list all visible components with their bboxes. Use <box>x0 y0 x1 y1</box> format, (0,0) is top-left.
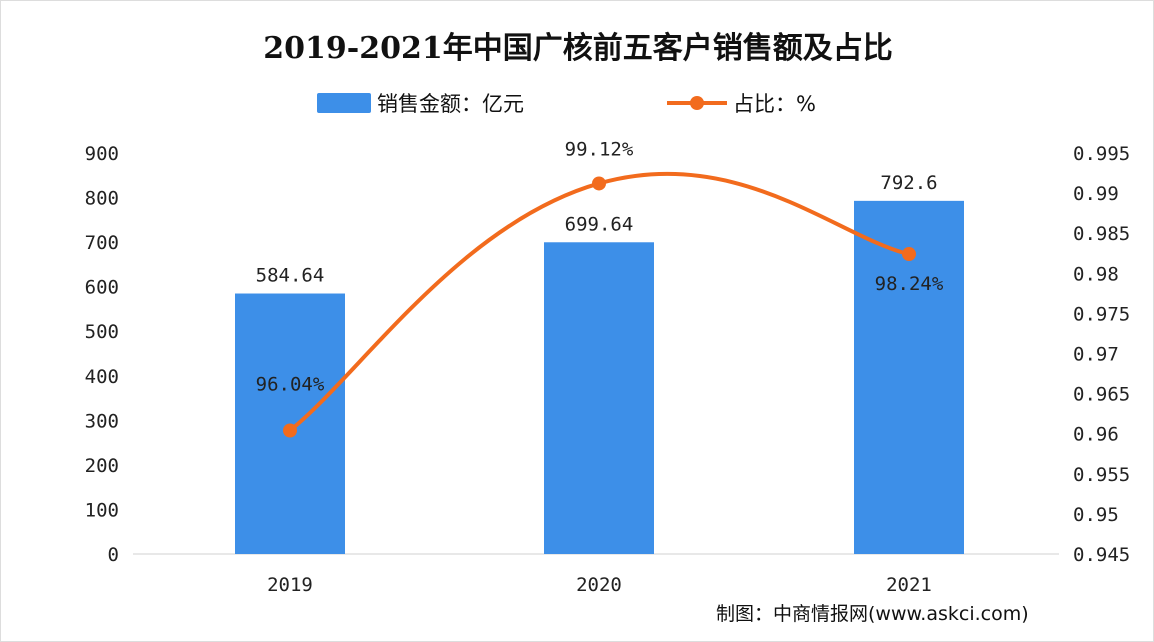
y-right-tick-label: 0.965 <box>1073 384 1130 406</box>
y-left-tick-label: 700 <box>85 232 119 254</box>
y-left-tick-label: 300 <box>85 410 119 432</box>
y-left-tick-label: 800 <box>85 188 119 210</box>
y-right-tick-label: 0.98 <box>1073 263 1119 285</box>
y-right-tick-label: 0.995 <box>1073 143 1130 165</box>
chart-title: 2019-2021年中国广核前五客户销售额及占比 <box>263 31 893 66</box>
line-data-label: 96.04% <box>256 373 325 395</box>
y-left-tick-label: 100 <box>85 499 119 521</box>
y-right-tick-label: 0.955 <box>1073 464 1130 486</box>
line-data-label: 98.24% <box>875 273 944 295</box>
y-right-tick-label: 0.95 <box>1073 504 1119 526</box>
legend-line-marker <box>690 96 704 110</box>
y-left-tick-label: 900 <box>85 143 119 165</box>
line-point <box>283 423 297 438</box>
line-point <box>902 247 916 262</box>
legend-line-label: 占比：% <box>733 92 816 116</box>
x-tick-label: 2019 <box>267 574 313 596</box>
bar <box>544 242 654 554</box>
line-data-label: 99.12% <box>565 138 634 160</box>
y-right-tick-label: 0.96 <box>1073 424 1119 446</box>
y-right-tick-label: 0.985 <box>1073 223 1130 245</box>
y-left-tick-label: 400 <box>85 366 119 388</box>
y-left-tick-label: 200 <box>85 455 119 477</box>
bar-data-label: 699.64 <box>565 213 634 235</box>
x-tick-label: 2020 <box>576 574 622 596</box>
y-left-tick-label: 600 <box>85 277 119 299</box>
y-left-tick-label: 500 <box>85 321 119 343</box>
legend-bar-label: 销售金额：亿元 <box>377 92 524 116</box>
bar-data-label: 792.6 <box>880 172 937 194</box>
legend-bar-swatch <box>317 93 371 113</box>
line-point <box>592 176 606 191</box>
y-left-tick-label: 0 <box>108 544 119 566</box>
y-right-tick-label: 0.97 <box>1073 344 1119 366</box>
source-note: 制图：中商情报网(www.askci.com) <box>716 603 1029 625</box>
bar-data-label: 584.64 <box>256 265 325 287</box>
x-tick-label: 2021 <box>886 574 932 596</box>
y-right-tick-label: 0.975 <box>1073 303 1130 325</box>
y-right-tick-label: 0.99 <box>1073 183 1119 205</box>
y-right-tick-label: 0.945 <box>1073 544 1130 566</box>
